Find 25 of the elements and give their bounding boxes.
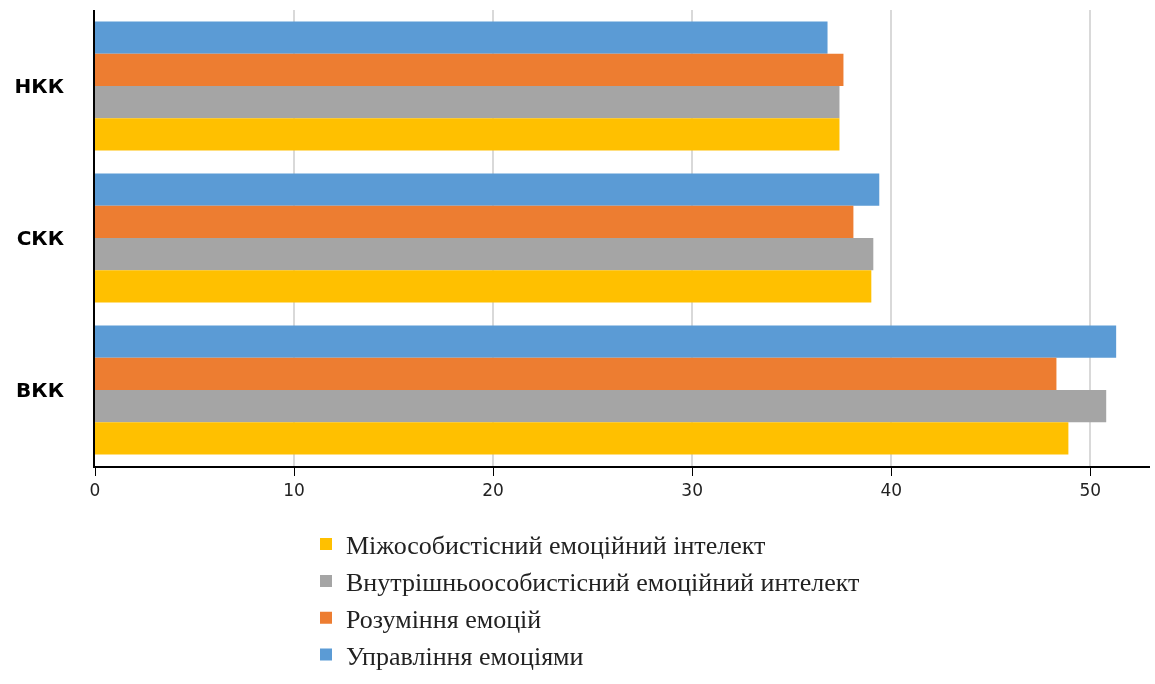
bar — [95, 325, 1117, 358]
bar — [95, 270, 872, 303]
bar — [95, 53, 844, 86]
bar — [95, 86, 840, 119]
bar — [95, 238, 874, 271]
y-tick-label: СКК — [16, 226, 65, 250]
x-tick-label: 50 — [1079, 480, 1102, 501]
x-tick-label: 0 — [89, 480, 101, 501]
bar — [95, 118, 840, 151]
bar — [95, 205, 854, 238]
legend-label: Внутрішньоособистісний емоційний интелект — [346, 568, 860, 598]
legend-label: Міжособистісний емоційний інтелект — [346, 531, 766, 561]
legend-label: Розуміння емоцій — [346, 604, 542, 634]
bar — [95, 390, 1107, 423]
bar — [95, 422, 1069, 455]
bar — [95, 357, 1057, 390]
x-tick-label: 30 — [681, 480, 703, 501]
x-tick-label: 40 — [880, 480, 903, 501]
x-tick-label: 10 — [283, 480, 305, 501]
y-tick-label: ВКК — [16, 378, 65, 402]
y-tick-label: НКК — [14, 74, 65, 98]
bar — [95, 173, 880, 206]
bar — [95, 21, 828, 54]
legend-label: Управління емоціями — [346, 641, 584, 671]
x-tick-label: 20 — [482, 480, 504, 501]
